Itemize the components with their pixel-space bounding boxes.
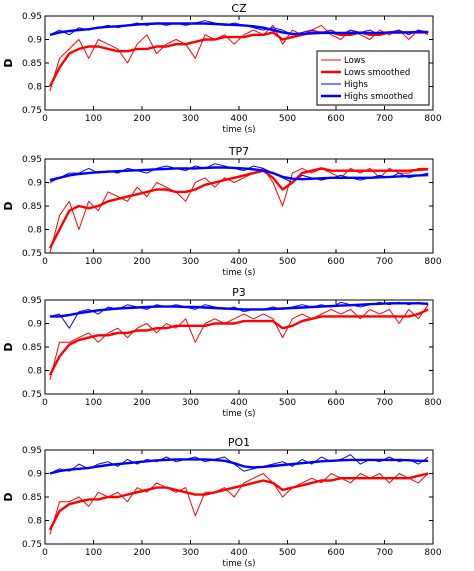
x-tick-label: 0 <box>42 548 48 558</box>
x-tick-label: 700 <box>376 548 393 558</box>
x-tick-label: 600 <box>327 114 344 124</box>
x-tick-label: 500 <box>279 548 296 558</box>
x-tick-label: 600 <box>327 257 344 267</box>
x-axis-label: time (s) <box>223 409 256 419</box>
x-tick-label: 100 <box>85 548 102 558</box>
x-tick-label: 100 <box>85 398 102 408</box>
y-tick-label: 0.9 <box>28 179 43 189</box>
y-tick-label: 0.9 <box>28 470 43 480</box>
series-line-lows <box>49 24 429 92</box>
series-line-lows <box>49 304 429 381</box>
chart-title: P3 <box>232 286 246 299</box>
x-axis-label: time (s) <box>223 125 256 135</box>
plot-area <box>45 159 433 253</box>
x-tick-label: 200 <box>133 257 150 267</box>
x-tick-label: 800 <box>424 257 441 267</box>
chart-title: PO1 <box>228 436 250 449</box>
series-line-highs-smoothed <box>49 166 429 182</box>
y-tick-label: 0.85 <box>22 202 42 212</box>
x-tick-label: 300 <box>182 548 199 558</box>
x-tick-label: 100 <box>85 114 102 124</box>
chart-panel-p3: 0 100 200 300 400 500 600 700 800 0.75 0.8 0.85 0.9 0… <box>2 286 442 419</box>
x-axis-label: time (s) <box>223 268 256 278</box>
x-tick-label: 400 <box>230 548 247 558</box>
series-line-lows-smoothed <box>48 308 429 376</box>
y-tick-label: 0.75 <box>22 390 42 400</box>
y-tick-label: 0.8 <box>28 83 43 93</box>
series-line-highs-smoothed <box>49 458 429 475</box>
y-tick-label: 0.85 <box>22 59 42 69</box>
series-line-highs-smoothed <box>49 22 429 36</box>
plot-area <box>45 300 433 394</box>
x-tick-label: 500 <box>279 114 296 124</box>
y-tick-label: 0.95 <box>22 12 42 22</box>
y-tick-label: 0.9 <box>28 320 43 330</box>
x-tick-label: 700 <box>376 398 393 408</box>
y-tick-label: 0.75 <box>22 540 42 550</box>
y-tick-label: 0.75 <box>22 249 42 259</box>
series-line-lows-smoothed <box>48 167 429 249</box>
legend: Lows Lows smoothed Highs Highs smoothed <box>316 50 430 106</box>
x-tick-label: 500 <box>279 398 296 408</box>
y-axis-label: D <box>2 492 15 501</box>
y-tick-label: 0.8 <box>28 367 43 377</box>
y-tick-label: 0.85 <box>22 493 42 503</box>
series-line-lows <box>49 473 429 535</box>
y-tick-label: 0.8 <box>28 226 43 236</box>
series-line-highs-smoothed <box>49 302 429 318</box>
x-tick-label: 400 <box>230 398 247 408</box>
x-tick-label: 200 <box>133 548 150 558</box>
x-tick-label: 400 <box>230 257 247 267</box>
chart-panel-cz: 0 100 200 300 400 500 600 700 800 0.75 0.8 0.85 0.9 0… <box>2 2 442 135</box>
y-tick-label: 0.9 <box>28 36 43 46</box>
legend-label-highs: Highs <box>344 80 369 90</box>
x-tick-label: 300 <box>182 257 199 267</box>
x-axis-label: time (s) <box>223 559 256 569</box>
x-tick-label: 800 <box>424 114 441 124</box>
x-tick-label: 0 <box>42 114 48 124</box>
y-axis-label: D <box>2 342 15 351</box>
legend-label-lows-smoothed: Lows smoothed <box>344 68 410 78</box>
x-tick-label: 700 <box>376 257 393 267</box>
x-tick-label: 200 <box>133 398 150 408</box>
x-tick-label: 200 <box>133 114 150 124</box>
y-tick-label: 0.95 <box>22 155 42 165</box>
legend-label-highs-smoothed: Highs smoothed <box>344 92 413 102</box>
y-axis-label: D <box>2 58 15 67</box>
x-tick-label: 800 <box>424 548 441 558</box>
y-tick-label: 0.85 <box>22 343 42 353</box>
x-tick-label: 0 <box>42 398 48 408</box>
chart-title: TP7 <box>228 145 249 158</box>
x-tick-label: 300 <box>182 114 199 124</box>
chart-panel-tp7: 0 100 200 300 400 500 600 700 800 0.75 0.8 0.85 0.9 0… <box>2 145 442 278</box>
x-tick-label: 0 <box>42 257 48 267</box>
legend-label-lows: Lows <box>344 56 366 66</box>
x-tick-label: 300 <box>182 398 199 408</box>
y-tick-label: 0.95 <box>22 296 42 306</box>
chart-panel-po1: 0 100 200 300 400 500 600 700 800 0.75 0.8 0.85 0.9 0… <box>2 436 442 569</box>
y-tick-label: 0.95 <box>22 446 42 456</box>
x-tick-label: 700 <box>376 114 393 124</box>
y-tick-label: 0.8 <box>28 517 43 527</box>
x-tick-label: 600 <box>327 398 344 408</box>
x-tick-label: 100 <box>85 257 102 267</box>
series-line-lows-smoothed <box>48 472 429 531</box>
y-tick-label: 0.75 <box>22 106 42 116</box>
x-tick-label: 400 <box>230 114 247 124</box>
x-tick-label: 800 <box>424 398 441 408</box>
chart-title: CZ <box>231 2 247 15</box>
x-tick-label: 500 <box>279 257 296 267</box>
y-axis-label: D <box>2 201 15 210</box>
x-tick-label: 600 <box>327 548 344 558</box>
